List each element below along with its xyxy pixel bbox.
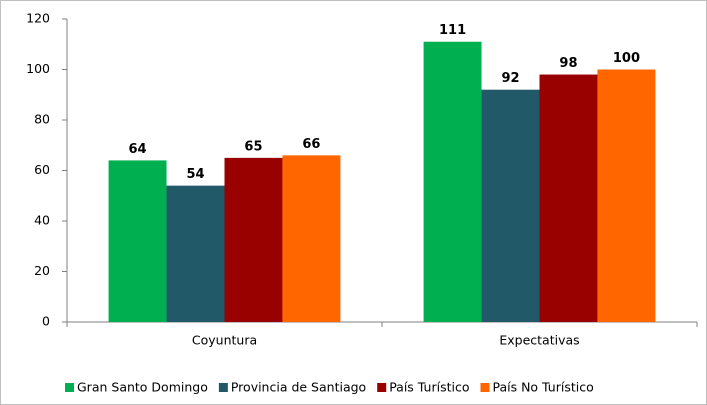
bar xyxy=(539,74,598,322)
bar xyxy=(224,157,283,322)
bar xyxy=(423,41,482,322)
legend-swatch xyxy=(377,383,387,392)
legend-label: País No Turístico xyxy=(492,380,593,395)
x-tick-label: Coyuntura xyxy=(192,333,257,348)
y-tick-label: 20 xyxy=(34,263,50,278)
legend-swatch xyxy=(480,383,490,392)
bar xyxy=(597,69,656,322)
y-tick-label: 100 xyxy=(26,61,50,76)
value-label: 54 xyxy=(186,167,204,182)
bar xyxy=(108,160,167,322)
legend-label: País Turístico xyxy=(389,380,469,395)
value-label: 98 xyxy=(559,56,577,71)
legend-label: Gran Santo Domingo xyxy=(77,380,208,395)
y-tick-label: 0 xyxy=(42,314,50,329)
bar xyxy=(282,155,341,322)
value-label: 64 xyxy=(129,142,147,157)
y-tick-label: 60 xyxy=(34,162,50,177)
bar xyxy=(166,185,225,322)
y-tick-label: 80 xyxy=(34,112,50,127)
y-tick-label: 120 xyxy=(26,11,50,26)
bar xyxy=(481,89,540,322)
y-tick-label: 40 xyxy=(34,213,50,228)
value-label: 100 xyxy=(613,51,640,66)
legend-label: Provincia de Santiago xyxy=(231,380,366,395)
value-label: 66 xyxy=(302,137,320,152)
value-label: 92 xyxy=(501,71,519,86)
legend-swatch xyxy=(65,383,74,392)
legend-swatch xyxy=(218,383,228,392)
x-tick-label: Expectativas xyxy=(499,333,579,348)
value-label: 65 xyxy=(244,139,262,154)
value-label: 111 xyxy=(439,23,466,38)
